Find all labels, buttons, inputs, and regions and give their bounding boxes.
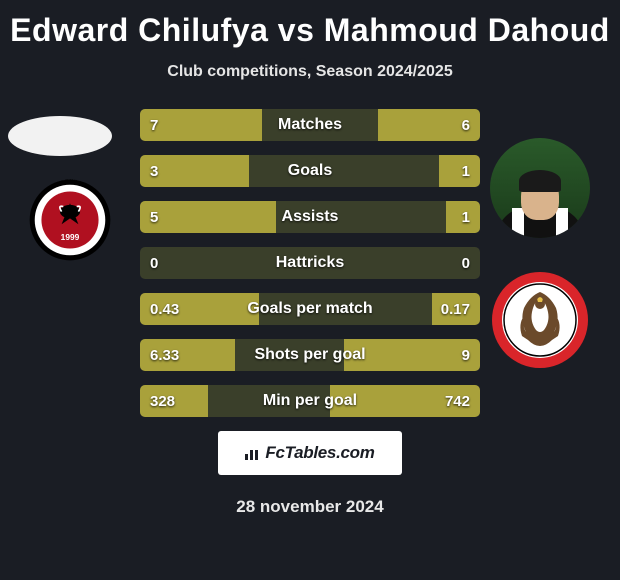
stat-label: Goals [140,155,480,187]
stat-label: Hattricks [140,247,480,279]
stat-label: Assists [140,201,480,233]
stat-row: 00Hattricks [140,247,480,279]
stat-row: 6.339Shots per goal [140,339,480,371]
stat-row: 51Assists [140,201,480,233]
stat-label: Min per goal [140,385,480,417]
stat-label: Matches [140,109,480,141]
brand-label: FcTables.com [265,443,374,463]
comparison-subtitle: Club competitions, Season 2024/2025 [0,63,620,81]
stat-row: 76Matches [140,109,480,141]
player-left-avatar [8,116,112,156]
bar-chart-icon [245,446,263,460]
club-left-badge: 1999 FC MIDTJYLLAND FC MIDTJYLLAND [28,178,112,262]
player-right-avatar [490,138,590,238]
comparison-chart: 76Matches 31Goals 51Assists 00Hattricks 0.43… [140,109,480,417]
stat-row: 31Goals [140,155,480,187]
svg-text:1999: 1999 [61,232,80,242]
stat-row: 328742Min per goal [140,385,480,417]
brand-badge[interactable]: FcTables.com [218,431,402,475]
comparison-title: Edward Chilufya vs Mahmoud Dahoud [0,0,620,49]
stat-label: Goals per match [140,293,480,325]
club-right-badge [490,270,590,370]
stat-row: 0.430.17Goals per match [140,293,480,325]
comparison-date: 28 november 2024 [0,497,620,517]
stat-label: Shots per goal [140,339,480,371]
